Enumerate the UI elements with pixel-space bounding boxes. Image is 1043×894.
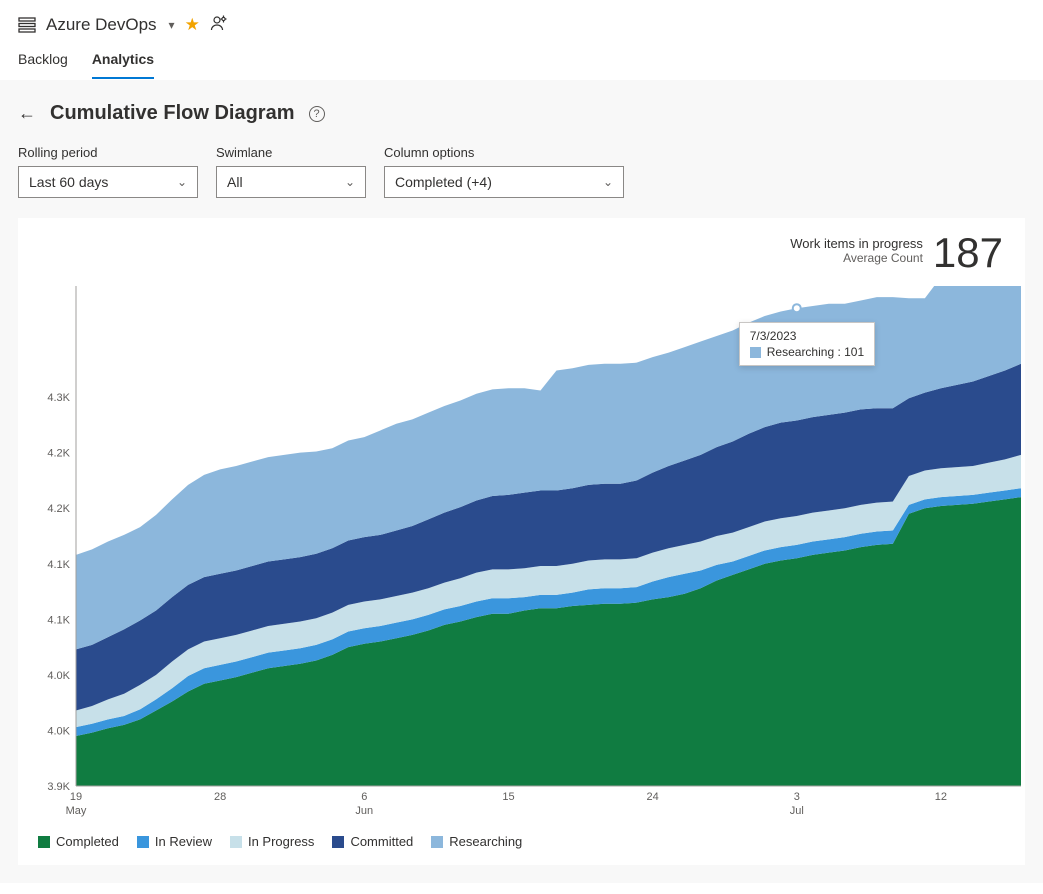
app-title[interactable]: Azure DevOps	[46, 15, 157, 35]
svg-text:15: 15	[502, 791, 514, 803]
legend-swatch	[332, 836, 344, 848]
kpi-value: 187	[933, 232, 1003, 274]
legend-item[interactable]: In Progress	[230, 834, 314, 849]
dropdown-value: All	[227, 174, 243, 190]
svg-text:4.0K: 4.0K	[47, 670, 70, 682]
tooltip-marker	[793, 304, 801, 312]
legend-item[interactable]: Committed	[332, 834, 413, 849]
svg-text:3.9K: 3.9K	[47, 781, 70, 793]
svg-text:4.2K: 4.2K	[47, 448, 70, 460]
filter-label: Column options	[384, 145, 624, 160]
kpi-block: Work items in progress Average Count 187	[790, 232, 1003, 274]
svg-text:4.1K: 4.1K	[47, 614, 70, 626]
legend-label: In Progress	[248, 834, 314, 849]
legend-swatch	[230, 836, 242, 848]
svg-text:4.0K: 4.0K	[47, 725, 70, 737]
top-bar: Azure DevOps ▾ ★	[0, 0, 1043, 45]
legend-swatch	[431, 836, 443, 848]
filter-swimlane: Swimlane All ⌄	[216, 145, 366, 198]
legend-label: Committed	[350, 834, 413, 849]
page-title: Cumulative Flow Diagram	[50, 102, 295, 125]
tab-analytics[interactable]: Analytics	[92, 45, 154, 79]
filter-rolling-period: Rolling period Last 60 days ⌄	[18, 145, 198, 198]
svg-text:4.2K: 4.2K	[47, 503, 70, 515]
help-icon[interactable]: ?	[309, 106, 325, 122]
legend-item[interactable]: Completed	[38, 834, 119, 849]
filter-bar: Rolling period Last 60 days ⌄ Swimlane A…	[18, 145, 1025, 198]
svg-text:12: 12	[935, 791, 947, 803]
filter-column-options: Column options Completed (+4) ⌄	[384, 145, 624, 198]
dropdown-value: Completed (+4)	[395, 174, 492, 190]
legend-label: Researching	[449, 834, 522, 849]
chevron-down-icon: ⌄	[603, 175, 613, 189]
boards-icon	[18, 16, 36, 34]
chart-wrap: 3.9K 4.0K 4.0K 4.1K 4.1K 4.2K 4.2K 4.3K 19 May 28 6…	[34, 286, 1009, 826]
filter-label: Rolling period	[18, 145, 198, 160]
legend-label: Completed	[56, 834, 119, 849]
tab-bar: Backlog Analytics	[0, 45, 1043, 80]
svg-text:28: 28	[214, 791, 226, 803]
cumulative-flow-chart[interactable]: 3.9K 4.0K 4.0K 4.1K 4.1K 4.2K 4.2K 4.3K 19 May 28 6…	[34, 286, 1021, 826]
svg-text:Jul: Jul	[790, 805, 804, 817]
kpi-label-1: Work items in progress	[790, 236, 923, 251]
page-header: ← Cumulative Flow Diagram ?	[18, 102, 1025, 125]
chevron-down-icon: ⌄	[177, 175, 187, 189]
back-arrow-icon[interactable]: ←	[18, 103, 36, 124]
legend-item[interactable]: Researching	[431, 834, 522, 849]
swimlane-dropdown[interactable]: All ⌄	[216, 166, 366, 198]
legend-item[interactable]: In Review	[137, 834, 212, 849]
chart-card: Work items in progress Average Count 187…	[18, 218, 1025, 865]
svg-text:19: 19	[70, 791, 82, 803]
svg-text:24: 24	[646, 791, 658, 803]
favorite-star-icon[interactable]: ★	[185, 15, 200, 35]
svg-text:May: May	[66, 805, 87, 817]
team-icon[interactable]	[210, 14, 228, 35]
column-options-dropdown[interactable]: Completed (+4) ⌄	[384, 166, 624, 198]
svg-text:3: 3	[794, 791, 800, 803]
svg-text:6: 6	[361, 791, 367, 803]
svg-text:4.3K: 4.3K	[47, 392, 70, 404]
chart-legend: Completed In Review In Progress Committed Re…	[34, 834, 1009, 849]
legend-label: In Review	[155, 834, 212, 849]
chevron-down-icon: ⌄	[345, 175, 355, 189]
svg-text:4.1K: 4.1K	[47, 559, 70, 571]
svg-text:Jun: Jun	[355, 805, 373, 817]
legend-swatch	[38, 836, 50, 848]
chevron-down-icon[interactable]: ▾	[169, 18, 175, 32]
kpi-label-2: Average Count	[790, 251, 923, 265]
tab-backlog[interactable]: Backlog	[18, 45, 68, 79]
filter-label: Swimlane	[216, 145, 366, 160]
dropdown-value: Last 60 days	[29, 174, 108, 190]
legend-swatch	[137, 836, 149, 848]
rolling-period-dropdown[interactable]: Last 60 days ⌄	[18, 166, 198, 198]
content-area: ← Cumulative Flow Diagram ? Rolling peri…	[0, 80, 1043, 883]
